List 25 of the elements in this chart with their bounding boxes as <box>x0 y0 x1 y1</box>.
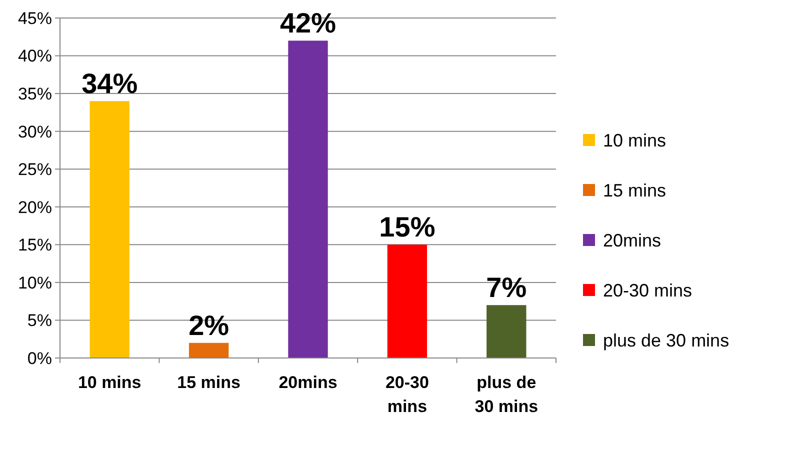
y-tick-label: 15% <box>18 236 52 255</box>
data-label: 7% <box>486 272 527 304</box>
y-tick-label: 20% <box>18 198 52 217</box>
y-tick-label: 30% <box>18 122 52 142</box>
y-tick-label: 25% <box>18 160 52 180</box>
x-tick-label: 15 mins <box>177 373 240 392</box>
legend-label: 10 mins <box>603 130 666 150</box>
legend-label: plus de 30 mins <box>603 330 730 350</box>
x-tick-label: plus de 30 mins <box>474 373 538 416</box>
legend-label: 20-30 mins <box>603 280 692 300</box>
data-label: 15% <box>379 212 436 243</box>
y-tick-label: 40% <box>18 46 52 66</box>
legend-label: 20mins <box>603 230 662 250</box>
x-tick-label: 20-30 mins <box>385 373 429 416</box>
y-tick-label: 5% <box>27 311 52 330</box>
data-label: 2% <box>188 310 230 341</box>
y-tick-label: 35% <box>18 84 52 104</box>
x-tick-label: 10 mins <box>78 373 142 392</box>
x-tick-label: 20mins <box>278 373 338 392</box>
data-label: 34% <box>82 68 138 100</box>
data-label: 42% <box>280 8 336 39</box>
y-tick-label: 0% <box>27 348 52 368</box>
y-tick-label: 10% <box>18 273 52 292</box>
legend-label: 15 mins <box>603 180 666 200</box>
y-tick-label: 45% <box>18 8 52 28</box>
